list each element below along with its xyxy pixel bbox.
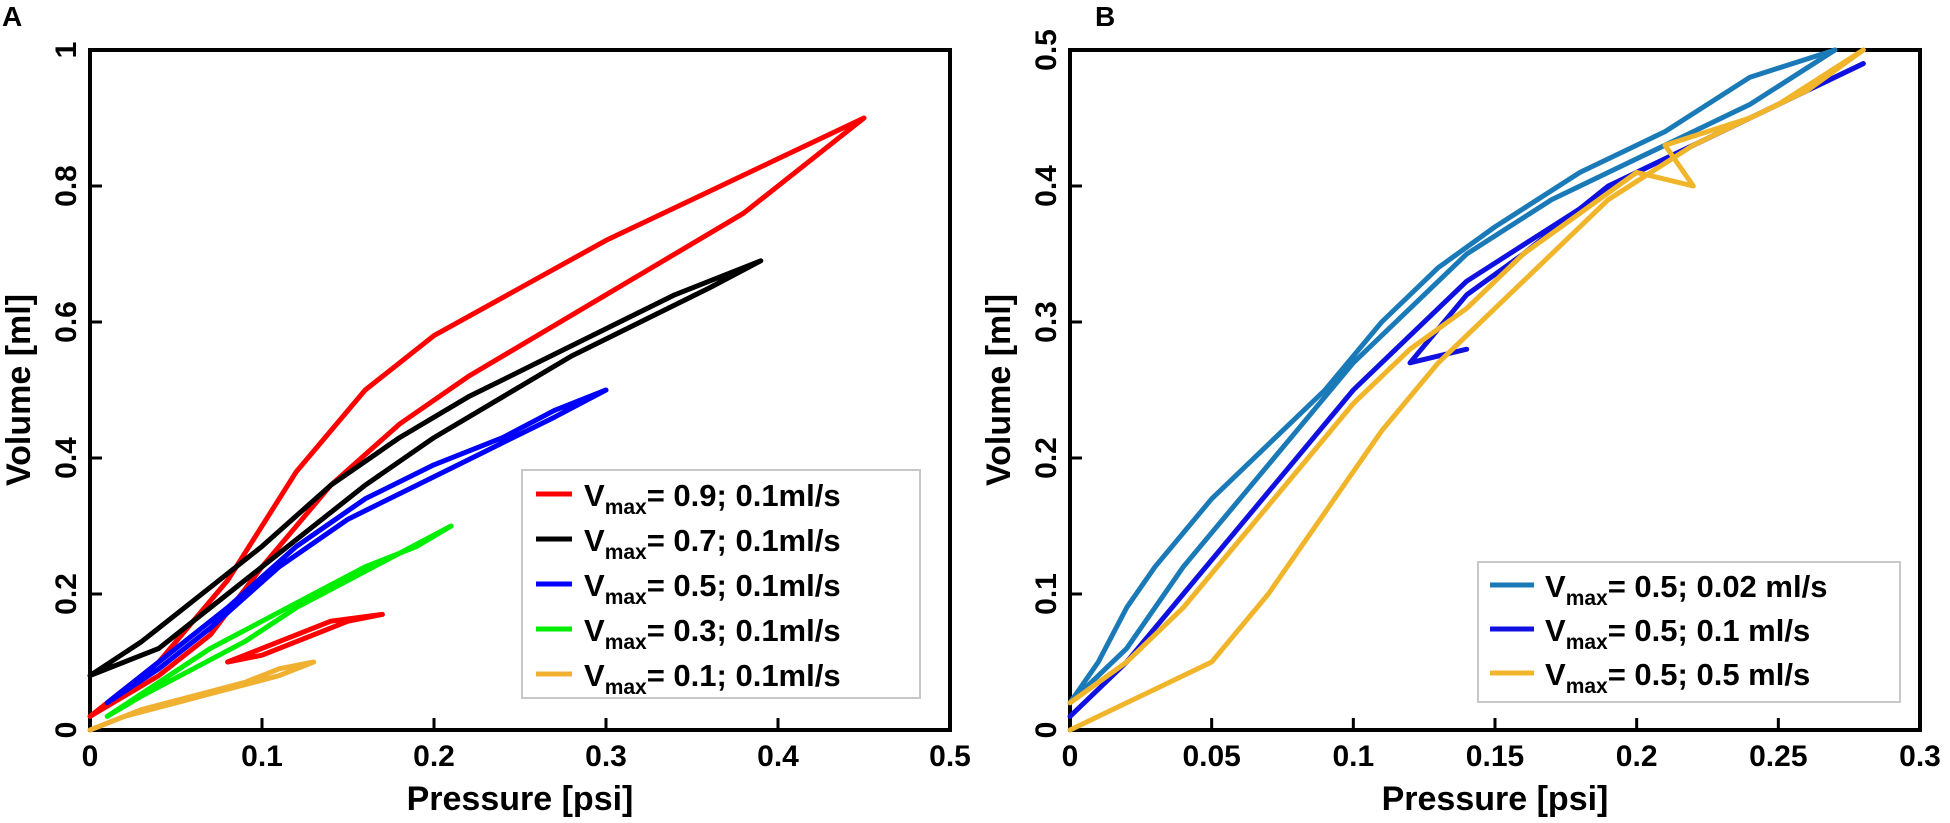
chart-b-y-tick-label: 0 — [1030, 722, 1063, 739]
chart-a-legend-box — [521, 469, 921, 699]
chart-b-ticks — [1068, 48, 1922, 732]
chart-a-series-line-2 — [104, 387, 609, 706]
chart-b-series — [1067, 47, 1866, 733]
chart-b-y-tick-label: 0.4 — [1030, 165, 1063, 207]
chart-a-y-tick-label: 0.2 — [50, 573, 83, 615]
chart-a-x-tick-label: 0.4 — [757, 740, 799, 773]
panel-label-a: A — [2, 1, 22, 32]
chart-a-x-tick-label: 0 — [82, 740, 99, 773]
chart-a-y-tick-label: 1 — [50, 42, 83, 59]
chart-a-legend-label-0: Vmax= 0.9; 0.1ml/s — [584, 478, 841, 519]
chart-b-legend-box — [1477, 561, 1901, 703]
chart-a-legend-label-4: Vmax= 0.1; 0.1ml/s — [584, 658, 841, 699]
chart-b-tick-labels: 0 0.05 0.1 0.15 0.2 0.25 0.3 0 0.1 0.2 0.3 0.4 0.5 — [1030, 29, 1941, 773]
chart-a-x-tick-label: 0.5 — [929, 740, 971, 773]
chart-b-x-axis-title: Pressure [psi] — [1382, 780, 1609, 818]
chart-a-series-line-4 — [87, 659, 317, 733]
chart-a-legend-label-1: Vmax= 0.7; 0.1ml/s — [584, 523, 841, 564]
chart-a-legend-label-2: Vmax= 0.5; 0.1ml/s — [584, 568, 841, 609]
chart-a-y-axis-title: Volume [ml] — [0, 294, 38, 486]
chart-b-legend-label-1: Vmax= 0.5; 0.1 ml/s — [1545, 613, 1810, 654]
chart-b-y-axis-title: Volume [ml] — [980, 294, 1018, 486]
chart-b-x-tick-label: 0.3 — [1899, 740, 1941, 773]
chart-a-x-tick-label: 0.2 — [413, 740, 455, 773]
chart-b-y-tick-label: 0.1 — [1030, 573, 1063, 615]
chart-b-series-line-0 — [1067, 47, 1838, 706]
chart-b-legend-label-2: Vmax= 0.5; 0.5 ml/s — [1545, 657, 1810, 698]
chart-b: 0 0.05 0.1 0.15 0.2 0.25 0.3 0 0.1 0.2 0.3 0.4 0.5 P… — [980, 29, 1941, 818]
chart-b-y-tick-label: 0.2 — [1030, 437, 1063, 479]
chart-a-series-line-1 — [87, 258, 764, 679]
chart-b-legend-label-0: Vmax= 0.5; 0.02 ml/s — [1545, 569, 1827, 610]
chart-b-x-tick-label: 0.15 — [1466, 740, 1524, 773]
chart-b-x-tick-label: 0.25 — [1749, 740, 1807, 773]
chart-b-x-tick-label: 0.1 — [1332, 740, 1374, 773]
chart-b-x-tick-label: 0.05 — [1182, 740, 1240, 773]
chart-a-legend-label-3: Vmax= 0.3; 0.1ml/s — [584, 613, 841, 654]
chart-b-x-tick-label: 0.2 — [1616, 740, 1658, 773]
chart-b-x-tick-label: 0 — [1062, 740, 1079, 773]
chart-b-series-line-4 — [1067, 47, 1866, 706]
chart-a-x-tick-label: 0.3 — [585, 740, 627, 773]
chart-a-series-line-3 — [104, 523, 454, 719]
chart-b-y-tick-label: 0.3 — [1030, 301, 1063, 343]
chart-a-y-tick-label: 0.4 — [50, 437, 83, 479]
panel-label-b: B — [1095, 1, 1115, 32]
chart-a-tick-labels: 0 0.1 0.2 0.3 0.4 0.5 0 0.2 0.4 0.6 0.8 1 — [50, 42, 971, 773]
chart-a-x-tick-label: 0.1 — [241, 740, 283, 773]
chart-a-y-tick-label: 0 — [50, 722, 83, 739]
chart-b-y-tick-label: 0.5 — [1030, 29, 1063, 71]
chart-a-series — [87, 115, 867, 733]
chart-a-y-tick-label: 0.6 — [50, 301, 83, 343]
chart-a-series-line-5 — [225, 611, 385, 665]
chart-a: 0 0.1 0.2 0.3 0.4 0.5 0 0.2 0.4 0.6 0.8 1 Pressure … — [0, 42, 971, 818]
chart-a-y-tick-label: 0.8 — [50, 165, 83, 207]
chart-a-series-line-0 — [87, 115, 867, 719]
chart-a-x-axis-title: Pressure [psi] — [407, 780, 634, 818]
chart-b-series-line-1 — [1067, 47, 1838, 706]
chart-b-series-line-5 — [1067, 47, 1866, 733]
